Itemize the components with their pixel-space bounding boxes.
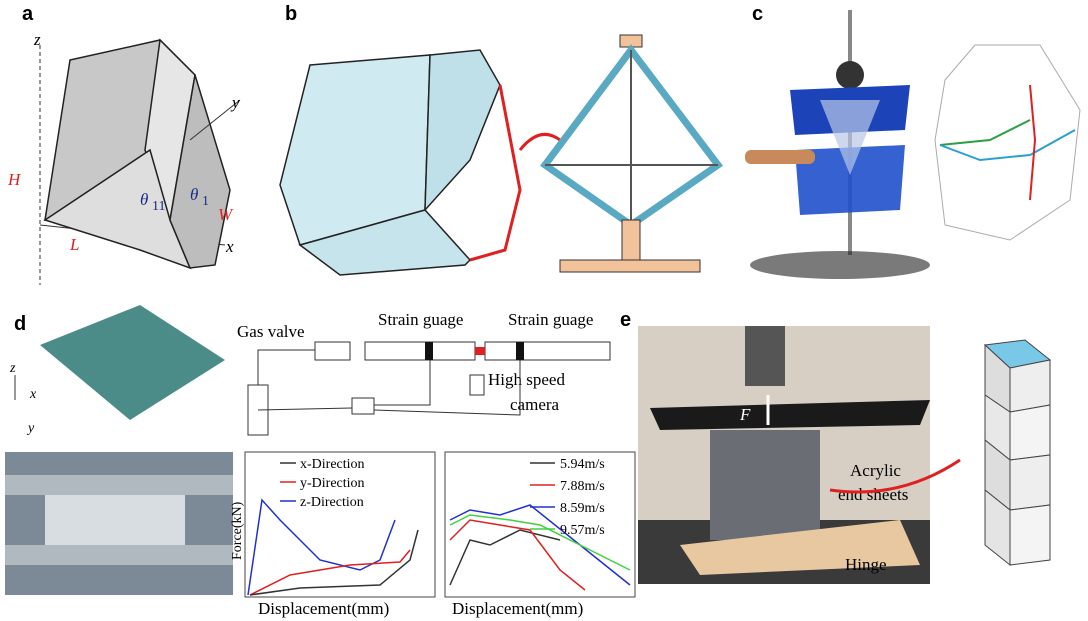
legend-label: 5.94m/s <box>560 457 605 472</box>
panel-label: c <box>752 3 763 25</box>
axis-label: x <box>29 387 37 402</box>
axis-label: z <box>9 361 16 376</box>
legend-label: x-Direction <box>300 457 365 472</box>
dimension-label: W <box>218 205 234 224</box>
shape <box>622 220 640 260</box>
axis-label: x <box>225 237 234 256</box>
shape <box>45 495 185 545</box>
shape <box>516 342 524 360</box>
axis-label: z <box>33 30 41 49</box>
panel-label: b <box>285 3 297 25</box>
legend-label: 7.88m/s <box>560 479 605 494</box>
shape <box>710 430 820 540</box>
shape <box>750 251 930 279</box>
shape <box>745 326 785 386</box>
shape <box>5 545 233 565</box>
axis-label: y <box>230 93 240 112</box>
annotation: Acrylic <box>850 461 901 480</box>
axis-label: y <box>26 421 35 436</box>
panel-label: e <box>620 309 631 331</box>
x-axis-label: Displacement(mm) <box>258 599 389 618</box>
legend-label: y-Direction <box>300 476 365 491</box>
y-axis-label: Force(kN) <box>230 501 245 560</box>
angle-symbol: θ <box>140 190 148 209</box>
force-label: F <box>739 405 751 424</box>
panel-e: e F Acrylic end sheets Hinge <box>620 309 1050 584</box>
shape <box>475 347 485 355</box>
panel-label: a <box>22 3 34 25</box>
dimension-label: L <box>69 235 79 254</box>
shape <box>425 342 433 360</box>
legend-label: z-Direction <box>300 495 364 510</box>
shape <box>1010 360 1050 412</box>
angle-subscript: 11 <box>152 199 165 214</box>
schematic-label: Strain guage <box>378 310 463 329</box>
annotation: Hinge <box>845 555 887 574</box>
legend-label: 9.57m/s <box>560 523 605 538</box>
shape <box>836 61 864 89</box>
shape <box>1010 505 1050 565</box>
angle-subscript: 1 <box>202 194 209 209</box>
shape <box>560 260 700 272</box>
figure: a z y x H L W θ 11 θ 1 b c d z x y Gas v… <box>0 0 1088 621</box>
schematic-label: Strain guage <box>508 310 593 329</box>
schematic-label: High speed <box>488 370 565 389</box>
legend-label: 8.59m/s <box>560 501 605 516</box>
schematic-label: Gas valve <box>237 322 305 341</box>
angle-symbol: θ <box>190 185 198 204</box>
dimension-label: H <box>7 170 22 189</box>
x-axis-label: Displacement(mm) <box>452 599 583 618</box>
schematic-label: camera <box>510 395 560 414</box>
panel-label: d <box>14 313 26 335</box>
shape <box>1010 455 1050 510</box>
shape <box>745 150 815 164</box>
shape <box>1010 405 1050 460</box>
shape <box>5 475 233 495</box>
